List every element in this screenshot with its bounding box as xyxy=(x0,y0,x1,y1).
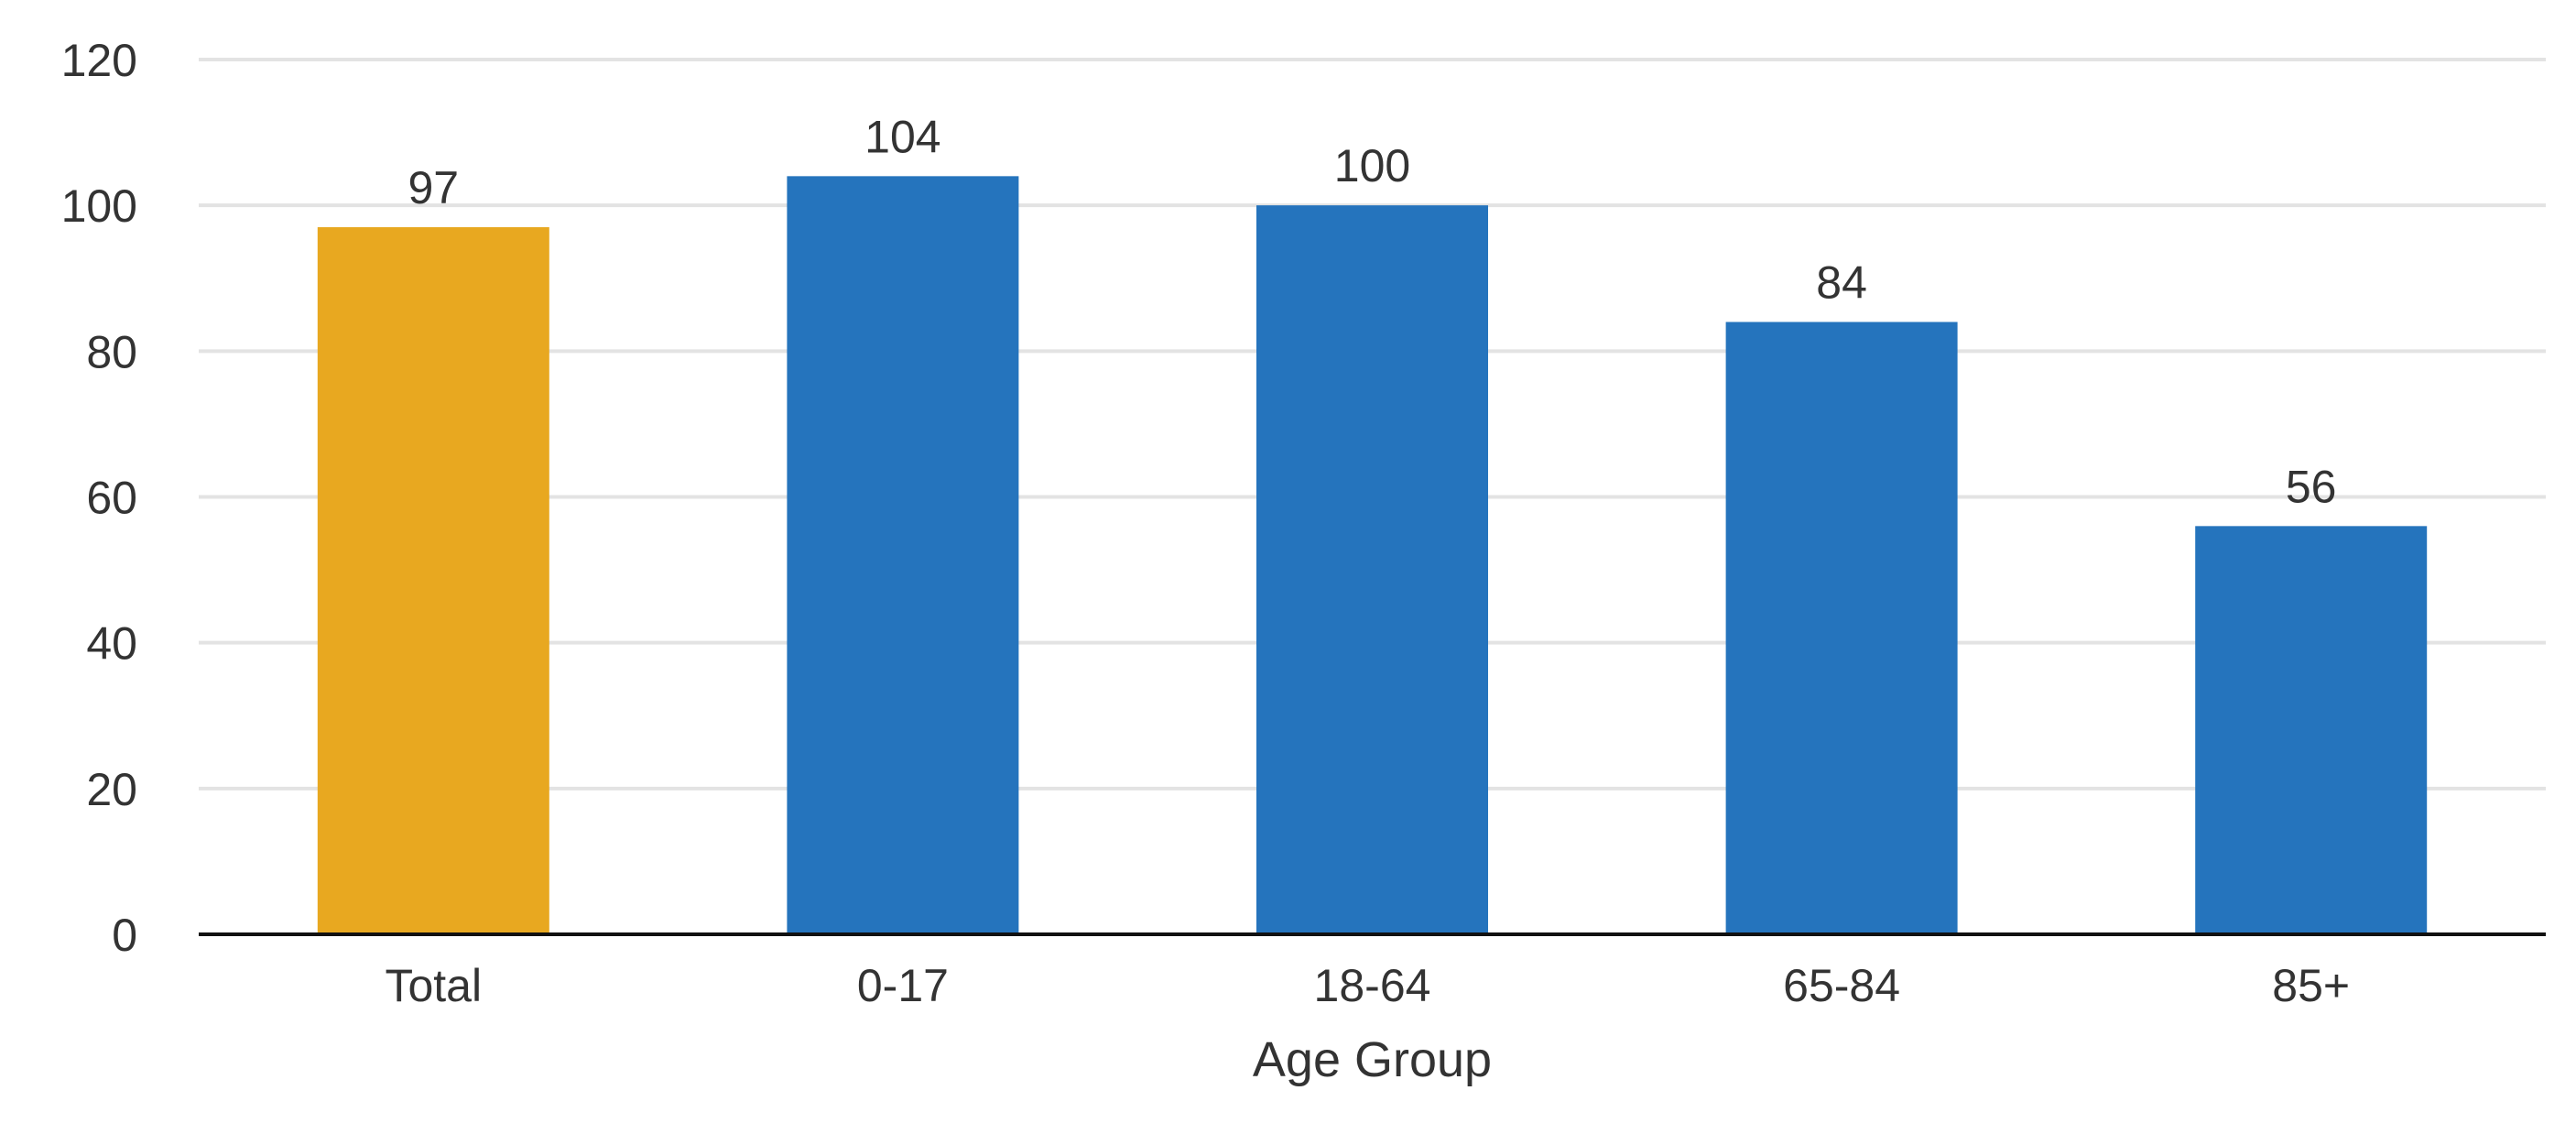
bar-value-label: 100 xyxy=(1334,140,1410,191)
x-axis-ticks: Total 0-17 18-64 65-84 85+ xyxy=(385,960,2350,1011)
x-tick-label: 85+ xyxy=(2272,960,2350,1011)
x-tick-label: 65-84 xyxy=(1783,960,1900,1011)
x-axis-title: Age Group xyxy=(1253,1032,1492,1087)
bar-65-84 xyxy=(1725,322,1958,934)
bar-85- xyxy=(2195,526,2428,934)
bar-0-17 xyxy=(787,176,1019,935)
y-tick-label: 20 xyxy=(86,764,137,815)
data-labels: 97 104 100 84 56 xyxy=(408,111,2336,512)
x-tick-label: 18-64 xyxy=(1314,960,1431,1011)
y-tick-label: 0 xyxy=(112,910,137,961)
bar-value-label: 97 xyxy=(408,162,459,213)
y-tick-label: 40 xyxy=(86,618,137,670)
y-tick-label: 120 xyxy=(61,35,137,86)
x-tick-label: Total xyxy=(385,960,482,1011)
bar-value-label: 84 xyxy=(1816,257,1867,309)
y-tick-label: 100 xyxy=(61,180,137,232)
x-tick-label: 0-17 xyxy=(857,960,949,1011)
y-axis-ticks: 0 20 40 60 80 100 120 xyxy=(61,35,137,961)
bar-total xyxy=(317,227,549,934)
bar-18-64 xyxy=(1256,205,1488,934)
y-tick-label: 60 xyxy=(86,473,137,524)
y-tick-label: 80 xyxy=(86,326,137,377)
bar-value-label: 104 xyxy=(864,111,940,162)
bar-value-label: 56 xyxy=(2286,461,2337,512)
bars xyxy=(317,176,2428,935)
